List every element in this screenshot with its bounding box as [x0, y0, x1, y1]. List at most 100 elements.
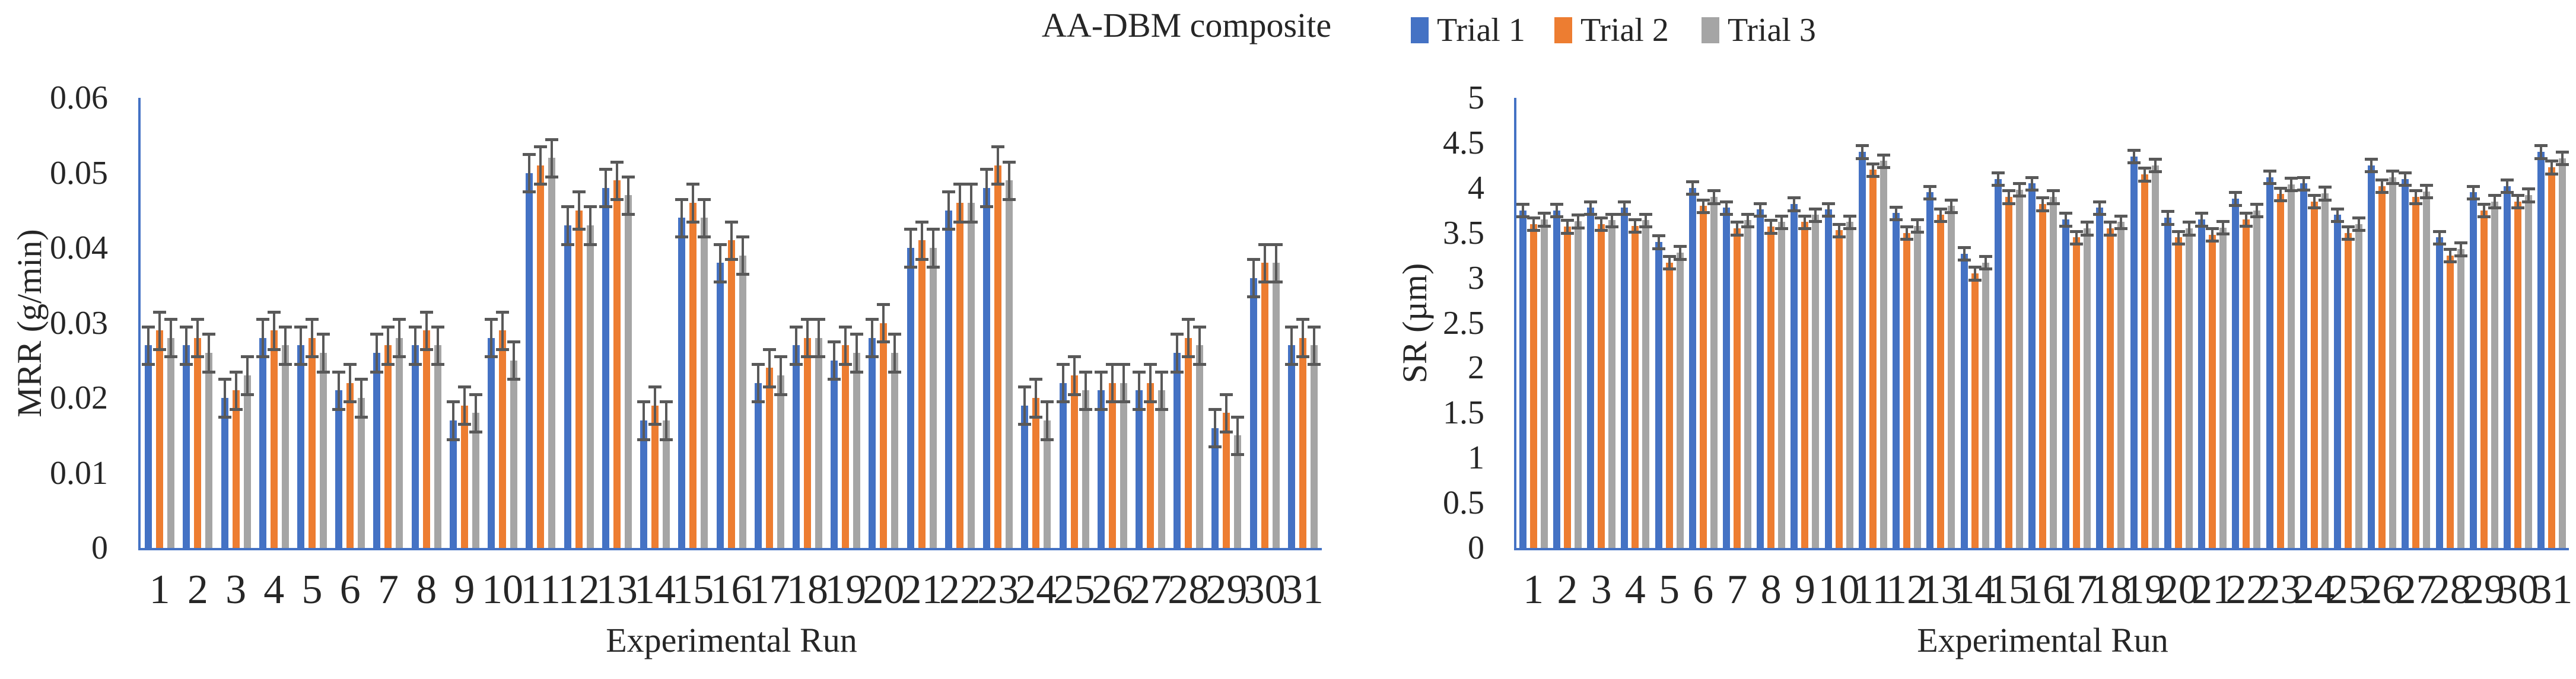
error-bar-line [756, 364, 759, 402]
error-bar-line [528, 154, 531, 192]
error-bar-line [1149, 364, 1152, 402]
error-bar-bottom-cap [1741, 225, 1754, 229]
error-bar-line [539, 146, 542, 184]
error-bar-top-cap [1143, 363, 1157, 366]
error-bar-line [1084, 371, 1087, 409]
bar-trial-2-run-4 [270, 330, 278, 548]
error-bar-line [2279, 187, 2282, 201]
error-bar-top-cap [278, 325, 292, 329]
error-bar-top-cap [1673, 245, 1687, 248]
bar-trial-2-run-11 [1869, 170, 1877, 548]
error-bar-line [703, 199, 706, 237]
error-bar-top-cap [2477, 203, 2491, 206]
error-bar-line [300, 326, 303, 365]
error-bar-top-cap [545, 138, 559, 141]
bar-trial-3-run-24 [1044, 420, 1051, 548]
error-bar-top-cap [1560, 219, 1574, 222]
error-bar-bottom-cap [991, 183, 1005, 186]
error-bar-bottom-cap [469, 430, 482, 433]
error-bar-line [2268, 170, 2271, 184]
error-bar-top-cap [980, 168, 994, 171]
error-bar-top-cap [660, 400, 673, 404]
bar-trial-2-run-13 [1937, 215, 1945, 548]
error-bar-top-cap [2375, 178, 2389, 182]
error-bar-top-cap [1798, 214, 1812, 218]
bar-trial-1-run-12 [564, 225, 571, 548]
error-bar-line [1274, 244, 1277, 282]
error-bar-line [1634, 219, 1637, 232]
error-bar-bottom-cap [621, 213, 635, 216]
error-bar-bottom-cap [180, 363, 193, 366]
error-bar-bottom-cap [1284, 363, 1298, 366]
bar-trial-2-run-28 [2446, 255, 2454, 548]
error-bar-bottom-cap [2216, 232, 2230, 236]
error-bar-line [2132, 150, 2135, 163]
error-bar-top-cap [942, 190, 955, 194]
error-bar-top-cap [1662, 255, 1676, 259]
x-tick-label: 7 [377, 567, 399, 613]
bar-trial-2-run-9 [1801, 222, 1809, 548]
error-bar-top-cap [2443, 248, 2457, 251]
error-bar-line [931, 229, 934, 267]
error-bar-top-cap [1209, 407, 1222, 411]
legend-label-trial-2: Trial 2 [1580, 12, 1669, 49]
x-tick-label: 22 [939, 567, 981, 613]
bar-trial-1-run-4 [259, 337, 266, 548]
error-bar-top-cap [1018, 385, 1032, 389]
error-bar-top-cap [1246, 257, 1260, 261]
bar-trial-3-run-2 [1574, 221, 1582, 548]
error-bar-line [604, 169, 607, 207]
error-bar-line [2041, 197, 2044, 211]
error-bar-line [1691, 181, 1694, 195]
error-bar-top-cap [2171, 229, 2185, 233]
y-tick-label: 0.03 [50, 304, 108, 342]
x-tick-label: 14 [1954, 567, 1996, 613]
error-bar-bottom-cap [1821, 214, 1835, 218]
error-bar-line [1263, 244, 1266, 282]
error-bar-bottom-cap [1258, 280, 1271, 283]
y-tick-label: 0.06 [50, 79, 108, 116]
error-bar-top-cap [534, 145, 548, 149]
error-bar-bottom-cap [1537, 224, 1551, 228]
x-tick-label: 29 [1206, 567, 1248, 613]
y-tick-label: 0 [1468, 530, 1484, 566]
error-bar-bottom-cap [381, 363, 395, 366]
error-bar-top-cap [812, 318, 825, 321]
error-bar-bottom-cap [2195, 224, 2209, 228]
bar-trial-3-run-15 [701, 218, 708, 548]
error-bar-line [1882, 154, 1885, 167]
error-bar-bottom-cap [774, 393, 787, 396]
bar-trial-3-run-25 [1082, 390, 1089, 548]
error-bar-bottom-cap [1516, 215, 1529, 219]
error-bar-bottom-cap [800, 355, 814, 359]
bar-trial-1-run-28 [2435, 237, 2443, 548]
x-axis-line [138, 548, 1322, 550]
error-bar-line [2336, 208, 2339, 221]
bar-trial-3-run-12 [586, 225, 594, 548]
error-bar-line [692, 184, 695, 222]
x-tick-label: 11 [520, 567, 561, 613]
y-tick-label: 0.01 [50, 454, 108, 492]
error-bar-bottom-cap [164, 355, 178, 359]
error-bar-line [513, 342, 516, 380]
bar-trial-1-run-21 [2198, 219, 2206, 548]
x-tick-label: 10 [1818, 567, 1860, 613]
y-axis-line [138, 98, 141, 550]
bar-trial-2-run-26 [2378, 186, 2386, 548]
bar-trial-2-run-27 [1146, 382, 1154, 548]
bar-trial-1-run-9 [1791, 204, 1798, 548]
error-bar-line [2222, 221, 2225, 234]
error-bar-bottom-cap [686, 220, 700, 224]
error-bar-top-cap [926, 228, 940, 231]
bar-trial-1-run-31 [1287, 345, 1295, 548]
error-bar-top-cap [1957, 246, 1971, 249]
error-bar-line [2550, 161, 2553, 174]
bar-trial-3-run-26 [1120, 382, 1127, 548]
error-bar-top-cap [1193, 325, 1207, 329]
error-bar-top-cap [572, 190, 586, 194]
error-bar-line [2109, 222, 2112, 235]
bar-trial-1-run-14 [640, 420, 648, 548]
bar-trial-3-run-29 [2491, 201, 2498, 548]
error-bar-top-cap [229, 370, 243, 374]
error-bar-top-cap [1719, 200, 1733, 203]
